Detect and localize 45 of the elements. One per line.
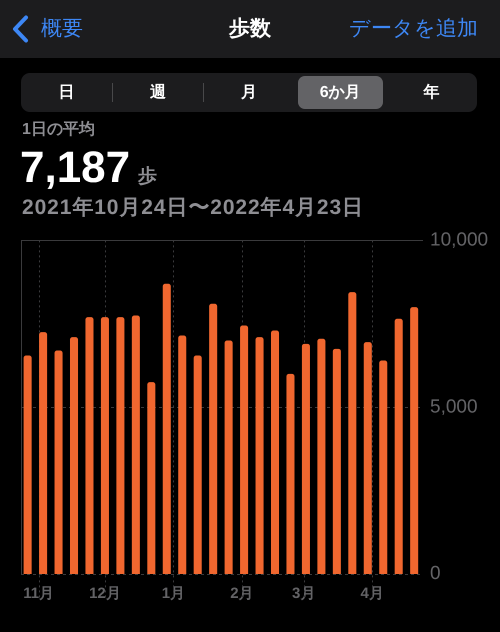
bar <box>132 315 140 574</box>
text: 6か月 <box>320 84 361 101</box>
chart-subtitle: 2021年10月24日〜2022年4月23日 <box>22 196 364 219</box>
bar <box>348 292 356 574</box>
bar <box>209 304 218 574</box>
y-tick-label: 10,000 <box>430 230 488 251</box>
bar <box>147 382 156 574</box>
bar <box>162 284 171 574</box>
x-tick-label: 1月 <box>162 585 186 602</box>
bar <box>302 344 310 574</box>
x-tick-label: 11月 <box>23 585 54 602</box>
bar <box>364 342 372 574</box>
bar <box>39 332 48 574</box>
bar <box>332 348 341 574</box>
bar <box>317 338 326 574</box>
text: 1日の平均 <box>22 121 95 138</box>
x-tick-label: 12月 <box>89 585 121 602</box>
bar <box>286 374 294 574</box>
text: 日 <box>58 84 75 101</box>
bar <box>24 355 32 574</box>
bar <box>70 337 78 574</box>
bar <box>116 317 124 574</box>
bar <box>194 355 202 574</box>
text: 7,187 <box>20 143 130 192</box>
bar <box>240 325 248 574</box>
text: 年 <box>423 84 440 101</box>
text: 月 <box>241 84 257 101</box>
bar <box>54 350 63 574</box>
bar <box>410 307 418 574</box>
y-tick-label: 0 <box>430 563 441 584</box>
chart-title: 歩数 <box>229 17 271 40</box>
bar <box>224 340 233 574</box>
text: 歩 <box>138 166 158 187</box>
text: データを追加 <box>349 17 478 40</box>
y-tick-label: 5,000 <box>430 396 478 418</box>
bar <box>85 317 94 574</box>
bar <box>394 318 403 574</box>
bar <box>100 317 109 574</box>
bar <box>256 337 264 574</box>
bar <box>379 360 388 574</box>
x-tick-label: 4月 <box>360 585 384 602</box>
bar <box>178 335 186 574</box>
text: 週 <box>150 84 166 101</box>
bar <box>270 330 280 574</box>
text: 概要 <box>41 17 83 40</box>
